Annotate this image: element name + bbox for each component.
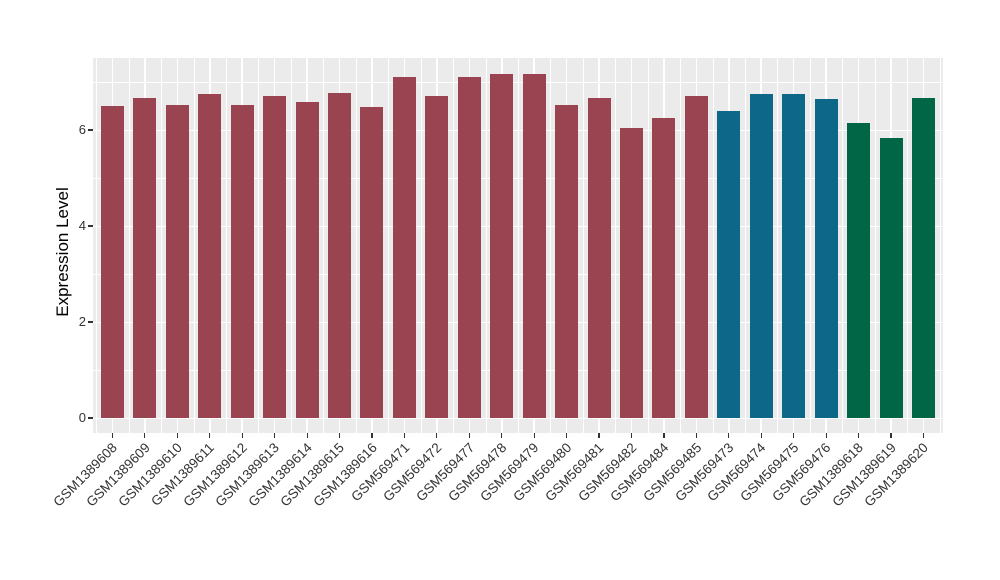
gridline-x-minor (226, 58, 227, 433)
x-tick (630, 433, 633, 438)
bar-GSM1389619 (879, 138, 903, 418)
bar-GSM1389609 (133, 97, 157, 418)
gridline-x-minor (323, 58, 325, 433)
x-tick (825, 433, 827, 438)
bar-GSM1389620 (911, 98, 935, 418)
gridline-x-minor (842, 58, 844, 433)
bar-GSM1389608 (100, 106, 124, 418)
bar-GSM569485 (684, 95, 708, 418)
x-tick (728, 433, 730, 438)
y-tick-label: 0 (78, 410, 86, 425)
y-tick (88, 417, 93, 419)
gridline-x-minor (550, 58, 552, 433)
bar-GSM1389611 (198, 94, 222, 418)
x-tick (501, 433, 503, 438)
bar-GSM569481 (587, 98, 611, 418)
gridline-x-minor (712, 58, 714, 433)
gridline-x-minor (161, 58, 162, 433)
bar-GSM1389613 (263, 95, 287, 418)
x-tick (468, 433, 470, 438)
x-tick (176, 433, 178, 438)
x-tick (209, 433, 211, 438)
bar-GSM569475 (782, 94, 806, 418)
bar-GSM569478 (490, 73, 514, 418)
x-tick (241, 433, 243, 438)
x-tick (338, 433, 341, 438)
x-tick (663, 433, 665, 438)
bar-GSM569479 (522, 73, 546, 418)
x-tick (403, 433, 405, 438)
gridline-x-minor (453, 58, 454, 433)
bar-GSM1389614 (295, 101, 319, 418)
gridline-x-minor (193, 58, 195, 433)
gridline-x-minor (680, 58, 682, 433)
gridline-x-minor (388, 58, 390, 433)
gridline-x-minor (420, 58, 422, 433)
bar-GSM569477 (457, 76, 481, 418)
gridline-x-minor (517, 58, 519, 433)
x-tick (306, 433, 308, 438)
bar-GSM569474 (749, 94, 773, 418)
x-tick (144, 433, 146, 438)
gridline-x-minor (874, 58, 876, 433)
bar-GSM569471 (392, 76, 416, 418)
x-tick (793, 433, 795, 438)
gridline-x-minor (615, 58, 617, 433)
bar-GSM569484 (652, 118, 676, 418)
gridline-x-minor (128, 58, 130, 433)
bar-GSM569476 (814, 98, 838, 418)
gridline-x-minor (258, 58, 260, 433)
bar-GSM1389612 (230, 105, 254, 418)
gridline-x-minor (809, 58, 811, 433)
y-tick-label: 4 (78, 218, 86, 233)
x-tick (274, 433, 276, 438)
x-tick (111, 433, 114, 438)
gridline-x-minor (96, 58, 98, 433)
x-tick (371, 433, 373, 438)
x-tick (760, 433, 762, 438)
x-tick (598, 433, 600, 438)
y-axis-title: Expression Level (53, 187, 72, 317)
plot-panel (93, 58, 943, 433)
x-tick (436, 433, 438, 438)
bar-GSM569472 (425, 95, 449, 418)
gridline-x-minor (485, 58, 487, 433)
x-tick (857, 433, 860, 438)
y-tick-label: 2 (78, 314, 86, 329)
bar-GSM1389615 (328, 92, 352, 418)
bar-GSM569473 (717, 110, 741, 418)
gridline-x-minor (290, 58, 292, 433)
y-tick-label: 6 (78, 122, 86, 137)
bar-GSM569480 (555, 104, 579, 418)
gridline-x-minor (939, 58, 941, 433)
bar-GSM1389610 (165, 105, 189, 418)
x-tick (695, 433, 697, 438)
bar-GSM1389618 (847, 122, 871, 418)
gridline-x-minor (907, 58, 909, 433)
gridline-x-minor (777, 58, 779, 433)
gridline-x-minor (745, 58, 746, 433)
y-tick (88, 321, 93, 323)
y-tick (88, 225, 93, 227)
x-tick (922, 433, 925, 438)
bar-GSM569482 (620, 128, 643, 418)
gridline-x-minor (647, 58, 649, 433)
x-tick (890, 433, 892, 438)
x-tick (533, 433, 535, 438)
bar-GSM1389616 (360, 106, 384, 418)
x-tick (566, 433, 568, 438)
gridline-x-minor (355, 58, 357, 433)
y-tick (88, 129, 93, 131)
gridline-x-minor (582, 58, 584, 433)
